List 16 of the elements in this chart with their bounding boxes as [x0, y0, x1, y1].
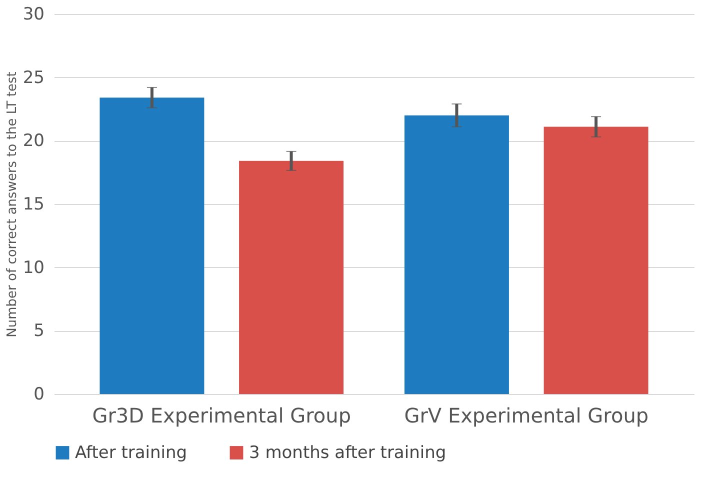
x-tick-label: GrV Experimental Group [404, 404, 649, 428]
bar [544, 126, 648, 394]
legend-label: 3 months after training [249, 442, 446, 463]
bar [100, 98, 204, 394]
bar [239, 160, 344, 394]
y-axis-title: Number of correct answers to the LT test [4, 72, 20, 338]
y-tick-label: 15 [22, 194, 44, 214]
y-tick-label: 5 [34, 321, 44, 342]
legend-label: After training [75, 442, 188, 463]
y-tick-label: 30 [22, 4, 44, 24]
x-tick-label: Gr3D Experimental Group [92, 404, 352, 428]
bar [404, 115, 509, 394]
y-tick-label: 10 [22, 258, 44, 278]
y-tick-label: 20 [22, 131, 44, 152]
y-tick-label: 25 [22, 68, 44, 88]
y-tick-label: 0 [34, 384, 44, 404]
